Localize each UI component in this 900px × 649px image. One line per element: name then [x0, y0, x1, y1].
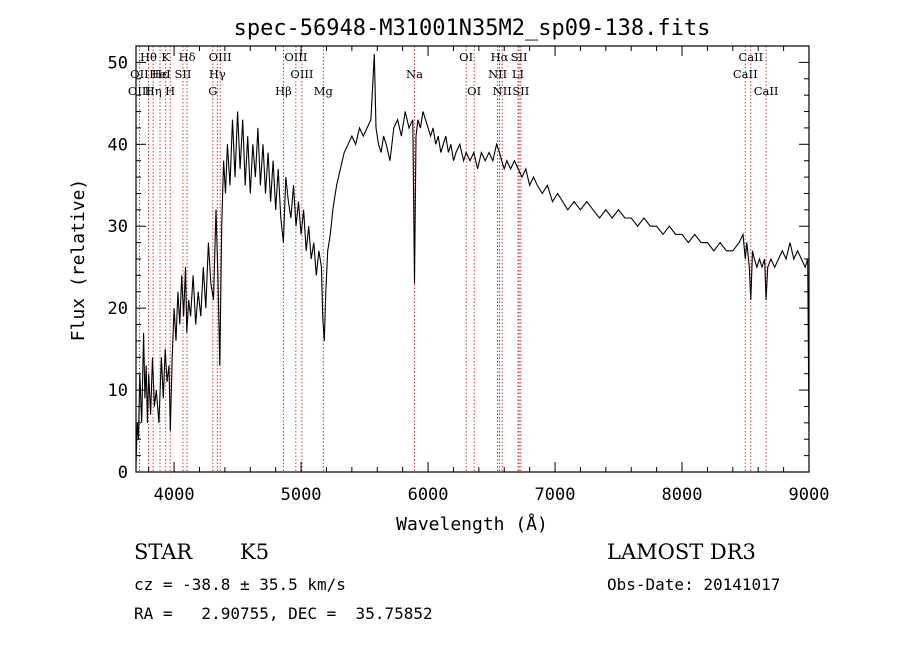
- y-tick-label: 10: [108, 381, 128, 401]
- x-tick-label: 6000: [408, 485, 449, 505]
- object-class: STAR: [134, 540, 193, 564]
- marker-label: Hθ: [140, 50, 157, 64]
- marker-label: H: [165, 84, 175, 98]
- x-axis: 4000 5000 6000 7000 8000 9000: [148, 46, 830, 505]
- x-tick-label: 9000: [789, 485, 830, 505]
- chart-title: spec-56948-M31001N35M2_sp09-138.fits: [234, 16, 711, 41]
- y-tick-label: 20: [108, 299, 128, 319]
- y-tick-label: 30: [108, 217, 128, 237]
- marker-label: OIII: [284, 50, 307, 64]
- y-tick-label: 40: [108, 135, 128, 155]
- marker-label: SII: [174, 67, 191, 81]
- coordinates: RA = 2.90755, DEC = 35.75852: [134, 604, 433, 623]
- marker-label: SII: [512, 84, 529, 98]
- marker-label: G: [208, 84, 217, 98]
- marker-label: Hε: [152, 67, 168, 81]
- x-tick-label: 4000: [154, 485, 195, 505]
- marker-label: NII: [488, 67, 507, 81]
- marker-label: OI: [467, 84, 481, 98]
- redshift-cz: cz = -38.8 ± 35.5 km/s: [134, 575, 346, 594]
- marker-label: CaII: [754, 84, 779, 98]
- marker-label: OII: [130, 67, 149, 81]
- y-axis: 0 10 20 30 40 50: [108, 45, 809, 483]
- x-tick-label: 8000: [662, 485, 703, 505]
- y-axis-label: Flux (relative): [68, 179, 89, 342]
- y-tick-label: 50: [108, 53, 128, 73]
- survey-name: LAMOST DR3: [607, 540, 756, 564]
- y-tick-label: 0: [118, 463, 128, 483]
- marker-label: OIII: [290, 67, 313, 81]
- marker-label: OIII: [209, 50, 232, 64]
- x-axis-label: Wavelength (Å): [396, 513, 548, 535]
- emission-line-markers: [138, 46, 767, 472]
- marker-label: CaII: [738, 50, 763, 64]
- marker-label: Hδ: [179, 50, 196, 64]
- emission-line-labels: Hθ OII OIII K Hε Hη Hδ HeI H SII OIII Hγ G OIII OIII Hβ…: [128, 50, 779, 98]
- x-tick-label: 7000: [535, 485, 576, 505]
- marker-label: OIII: [128, 84, 151, 98]
- x-tick-label: 5000: [281, 485, 322, 505]
- marker-label: Hα: [491, 50, 509, 64]
- marker-label: LI: [512, 67, 524, 81]
- marker-label: Na: [406, 67, 423, 81]
- marker-label: K: [161, 50, 170, 64]
- marker-label: Hγ: [209, 67, 226, 81]
- obs-date: Obs-Date: 20141017: [607, 575, 781, 594]
- marker-label: Mg: [314, 84, 334, 98]
- marker-label: Hη: [145, 84, 162, 98]
- marker-label: NII: [493, 84, 512, 98]
- marker-label: Hβ: [275, 84, 292, 98]
- marker-label: CaII: [733, 67, 758, 81]
- object-subclass: K5: [240, 540, 270, 564]
- marker-label: HeI: [149, 67, 170, 81]
- marker-label: SII: [511, 50, 528, 64]
- spectrum-line: [135, 54, 810, 464]
- plot-frame: [135, 45, 810, 473]
- marker-label: OI: [459, 50, 473, 64]
